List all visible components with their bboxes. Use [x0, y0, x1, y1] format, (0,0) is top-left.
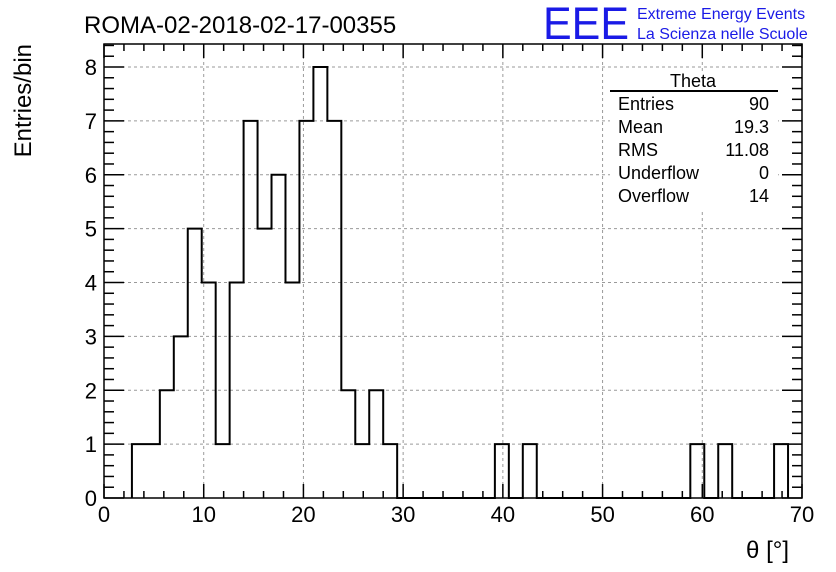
y-tick-label: 8 — [85, 55, 97, 80]
x-tick-label: 0 — [98, 502, 110, 527]
stats-value: 11.08 — [725, 140, 769, 160]
x-axis-label: θ [°] — [746, 537, 789, 564]
x-tick-label: 10 — [191, 502, 215, 527]
chart-title: ROMA-02-2018-02-17-00355 — [84, 12, 396, 39]
y-tick-label: 5 — [85, 217, 97, 242]
x-tick-label: 40 — [491, 502, 515, 527]
stats-rows: Entries 90 Mean 19.3 RMS 11.08 Underflow 0 Overf… — [618, 94, 769, 206]
x-tick-label: 30 — [391, 502, 415, 527]
logo-line2: La Scienza nelle Scuole — [637, 26, 808, 43]
y-tick-label: 1 — [85, 432, 97, 457]
x-tick-label: 50 — [590, 502, 614, 527]
y-tick-label: 3 — [85, 324, 97, 349]
eee-logo: EEE Extreme Energy Events La Scienza nel… — [543, 0, 808, 49]
axis-ticks — [103, 44, 803, 499]
stats-label: Mean — [618, 117, 663, 137]
stats-value: 0 — [759, 163, 769, 183]
y-tick-label: 4 — [85, 271, 97, 296]
y-tick-label: 7 — [85, 109, 97, 134]
x-tick-label: 70 — [790, 502, 814, 527]
stats-value: 90 — [749, 94, 769, 114]
stats-box: Theta Entries 90 Mean 19.3 RMS 11.08 Underflow… — [610, 71, 778, 210]
x-tick-label: 60 — [690, 502, 714, 527]
stats-value: 19.3 — [734, 117, 769, 137]
stats-box-background — [610, 72, 778, 210]
stats-label: Entries — [618, 94, 674, 114]
x-tick-label: 20 — [291, 502, 315, 527]
logo-mark: EEE — [543, 0, 629, 49]
y-tick-label: 0 — [85, 486, 97, 511]
stats-label: RMS — [618, 140, 658, 160]
stats-box-title: Theta — [670, 71, 717, 91]
y-tick-label: 2 — [85, 378, 97, 403]
stats-label: Overflow — [618, 186, 690, 206]
y-axis-label: Entries/bin — [10, 44, 37, 157]
tick-labels: 0 10 20 30 40 50 60 70 0 1 2 3 4 5 6 7 8 — [85, 55, 814, 527]
y-tick-label: 6 — [85, 163, 97, 188]
stats-value: 14 — [749, 186, 769, 206]
stats-label: Underflow — [618, 163, 700, 183]
logo-line1: Extreme Energy Events — [637, 6, 805, 23]
